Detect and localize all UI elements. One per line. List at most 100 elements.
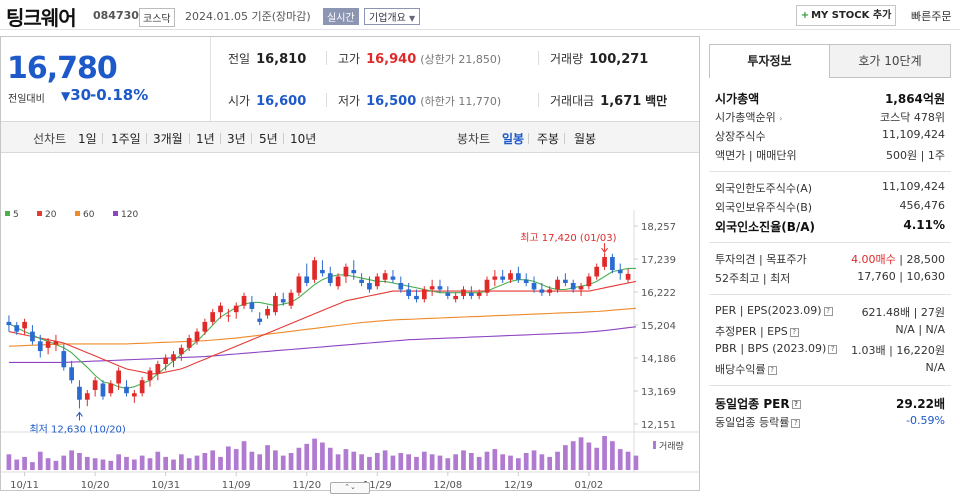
pbr-bps-value: 1.03배 | 16,220원 (851, 344, 945, 357)
price-box: 16,780 전일대비 ▼30 -0.18% (1, 37, 211, 121)
volume-bar (155, 451, 161, 470)
opinion-value: 4.00매수 (851, 253, 896, 266)
candle-body (233, 305, 239, 313)
sector-change-label-text: 동일업종 등락률 (715, 416, 790, 429)
volume: 거래량 100,271 (550, 50, 648, 67)
candle-body (163, 357, 169, 365)
help-icon[interactable]: ? (767, 365, 777, 375)
tab-1d[interactable]: 1일 (78, 132, 97, 146)
pbr-label: PBR (715, 342, 737, 355)
volume-bar (92, 458, 98, 470)
help-icon[interactable]: ? (823, 306, 833, 316)
candle-body (351, 270, 357, 274)
tab-daily[interactable]: 일봉 (502, 132, 525, 146)
volume-bar (249, 451, 255, 470)
volume-bar (210, 450, 216, 470)
upper-limit: (상한가 21,850) (420, 53, 502, 66)
sector-per-row: 동일업종 PER? 29.22배 (715, 395, 945, 414)
add-mystock-label: MY STOCK 추가 (811, 10, 892, 21)
chart-scroll-handle[interactable]: ⌃⌄ (330, 482, 370, 494)
tab-3m[interactable]: 3개월 (153, 132, 183, 146)
volume-bar (343, 449, 349, 470)
volume-bar (374, 453, 380, 470)
tab-invest-info[interactable]: 투자정보 (709, 44, 830, 78)
volume-bar (539, 454, 545, 470)
volume-bar (6, 454, 12, 470)
sector-change-row: 동일업종 등락률? -0.59% (715, 414, 945, 433)
tab-10y[interactable]: 10년 (290, 132, 317, 146)
price-info-grid: 전일 16,810 고가 16,940 (상한가 21,850) 거래량 100,271… (211, 37, 699, 121)
stock-name: 팅크웨어 (6, 6, 77, 30)
candle-body (241, 295, 247, 306)
per-eps-value: 621.48배 | 27원 (861, 306, 945, 319)
candle-body (468, 292, 474, 296)
x-tick-label: 10/11 (10, 480, 39, 490)
volume-bar (508, 455, 513, 470)
candle-body (547, 289, 553, 293)
company-info-dropdown[interactable]: 기업개요 ▼ (364, 8, 421, 25)
divider (538, 51, 539, 65)
quick-order-link[interactable]: 빠른주문 (911, 10, 952, 23)
add-mystock-button[interactable]: + MY STOCK 추가 (796, 5, 896, 26)
tab-3y[interactable]: 3년 (227, 132, 246, 146)
legend-label-5: 5 (13, 210, 19, 220)
per-row: PER | EPS(2023.09)? 621.48배 | 27원 (715, 304, 945, 323)
volume-bar (233, 449, 239, 470)
w52-row: 52주최고 | 최저 17,760 | 10,630 (715, 270, 945, 289)
opinion-target-value: 4.00매수 | 28,500 (851, 253, 945, 266)
volume-bar (241, 441, 247, 470)
candle-chart[interactable]: 5 20 60 120 18,257 17,239 16,222 15,204 14,186 13… (1, 154, 699, 490)
eps-label: EPS(2023.09) (746, 304, 822, 317)
tab-monthly[interactable]: 월봉 (574, 132, 597, 146)
tab-5y[interactable]: 5년 (259, 132, 278, 146)
opinion-row: 투자의견 | 목표주가 4.00매수 | 28,500 (715, 251, 945, 270)
legend-label-60: 60 (83, 210, 95, 220)
candle-body (578, 286, 584, 290)
help-icon[interactable]: ? (828, 344, 838, 354)
x-tick-label: 12/19 (504, 480, 533, 490)
side-tabs: 투자정보 호가 10단계 (709, 44, 951, 78)
y-tick-label: 12,151 (641, 420, 676, 431)
candle-body (131, 393, 137, 397)
volume-bar (602, 436, 607, 470)
w52-low-value: 10,630 (906, 270, 946, 283)
help-icon[interactable]: ? (789, 327, 799, 337)
market-cap-row: 시가총액 1,864억원 (715, 90, 945, 109)
tab-1y[interactable]: 1년 (196, 132, 215, 146)
volume-bar (555, 451, 560, 470)
candle-body (602, 257, 607, 267)
y-tick-label: 18,257 (641, 222, 676, 233)
tab-1w[interactable]: 1주일 (111, 132, 141, 146)
volume-bar (523, 453, 529, 470)
volume-bar (351, 451, 357, 470)
help-icon[interactable]: ? (791, 400, 801, 409)
par-label: 액면가 (715, 149, 746, 162)
volume-bar (61, 455, 67, 470)
foreign-ratio-row: 외국인소진율(B/A) 4.11% (715, 218, 945, 237)
candle-body (108, 383, 114, 394)
chart-svg: 5 20 60 120 18,257 17,239 16,222 15,204 14,186 13… (1, 210, 699, 490)
w52-high-value: 17,760 (857, 270, 896, 283)
help-icon[interactable]: ? (791, 418, 801, 428)
realtime-button[interactable]: 실시간 (323, 8, 359, 25)
info-icon[interactable]: › (779, 114, 783, 123)
candle-body (218, 305, 223, 313)
ma-line-ma120 (8, 326, 636, 363)
volume-bar (625, 451, 631, 470)
candle-body (610, 257, 615, 271)
volume-bar (398, 453, 404, 470)
candle-body (77, 386, 82, 400)
candle-body (539, 289, 545, 293)
candle-body (171, 354, 176, 361)
tab-weekly[interactable]: 주봉 (537, 132, 560, 146)
divider (528, 133, 529, 144)
candle-body (45, 341, 51, 348)
tab-quote-10[interactable]: 호가 10단계 (829, 44, 951, 78)
candle-body (343, 266, 349, 277)
w52-label: 52주최고 | 최저 (715, 272, 791, 285)
per-eps-label: PER | EPS(2023.09)? (715, 304, 833, 317)
candle-body (320, 270, 325, 274)
volume-bar (570, 441, 576, 470)
w52-low-label: 최저 (770, 272, 791, 285)
foreign-hold-label: 외국인보유주식수(B) (715, 201, 813, 214)
